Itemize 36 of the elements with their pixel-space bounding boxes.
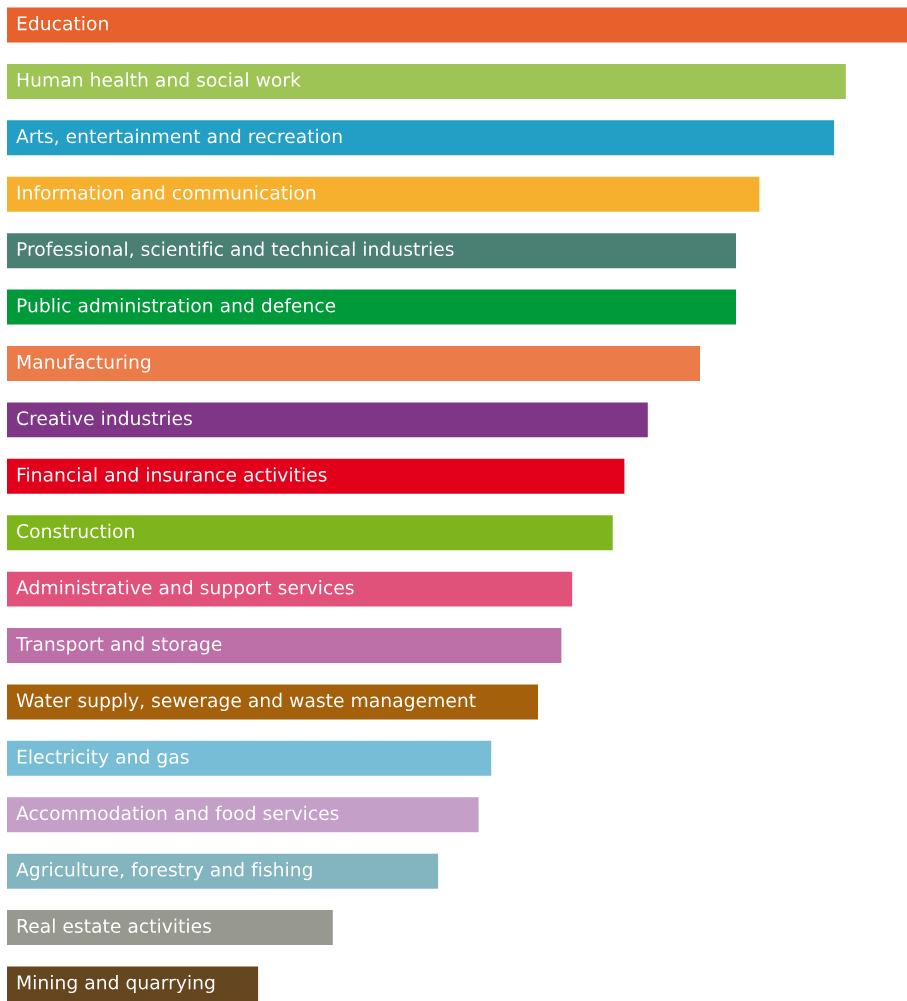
- y-tick-label: Creative industries: [17, 410, 192, 426]
- bar: [7, 740, 492, 776]
- bar: [7, 402, 648, 438]
- bar: [7, 7, 907, 43]
- y-tick-label: Public administration and defence: [17, 297, 336, 313]
- y-tick-label: Manufacturing: [17, 354, 151, 373]
- y-tick-label: Agriculture, forestry and fishing: [16, 862, 312, 881]
- bar: [7, 233, 736, 269]
- bar: [7, 910, 333, 946]
- y-tick-label: Human health and social work: [17, 72, 301, 87]
- y-tick-label: Water supply, sewerage and waste management: [16, 692, 476, 712]
- bar: [7, 797, 479, 833]
- bar: [7, 63, 846, 99]
- bar: [7, 458, 625, 494]
- bar: [7, 966, 259, 1001]
- y-tick-label: Transport and storage: [15, 636, 222, 655]
- y-tick-label: Construction: [17, 523, 134, 539]
- bar: [7, 289, 736, 325]
- y-tick-label: Education: [17, 15, 108, 31]
- bar: [7, 345, 700, 381]
- y-tick-label: Administrative and support services: [16, 580, 354, 599]
- y-tick-label: Accommodation and food services: [16, 805, 339, 821]
- bar: [7, 120, 835, 156]
- bar: [7, 628, 562, 664]
- y-tick-label: Information and communication: [17, 185, 316, 200]
- bar: [7, 853, 439, 889]
- y-tick-label: Mining and quarrying: [17, 974, 215, 994]
- bar: [7, 515, 613, 551]
- bar: [7, 684, 538, 720]
- bar: [7, 571, 573, 607]
- y-tick-label: Electricity and gas: [17, 749, 189, 768]
- y-tick-label: Arts, entertainment and recreation: [16, 128, 342, 146]
- y-tick-label: Financial and insurance activities: [17, 467, 327, 482]
- bar: [7, 176, 760, 212]
- y-tick-label: Real estate activities: [17, 918, 211, 934]
- y-tick-label: Professional, scientific and technical industries: [17, 241, 454, 258]
